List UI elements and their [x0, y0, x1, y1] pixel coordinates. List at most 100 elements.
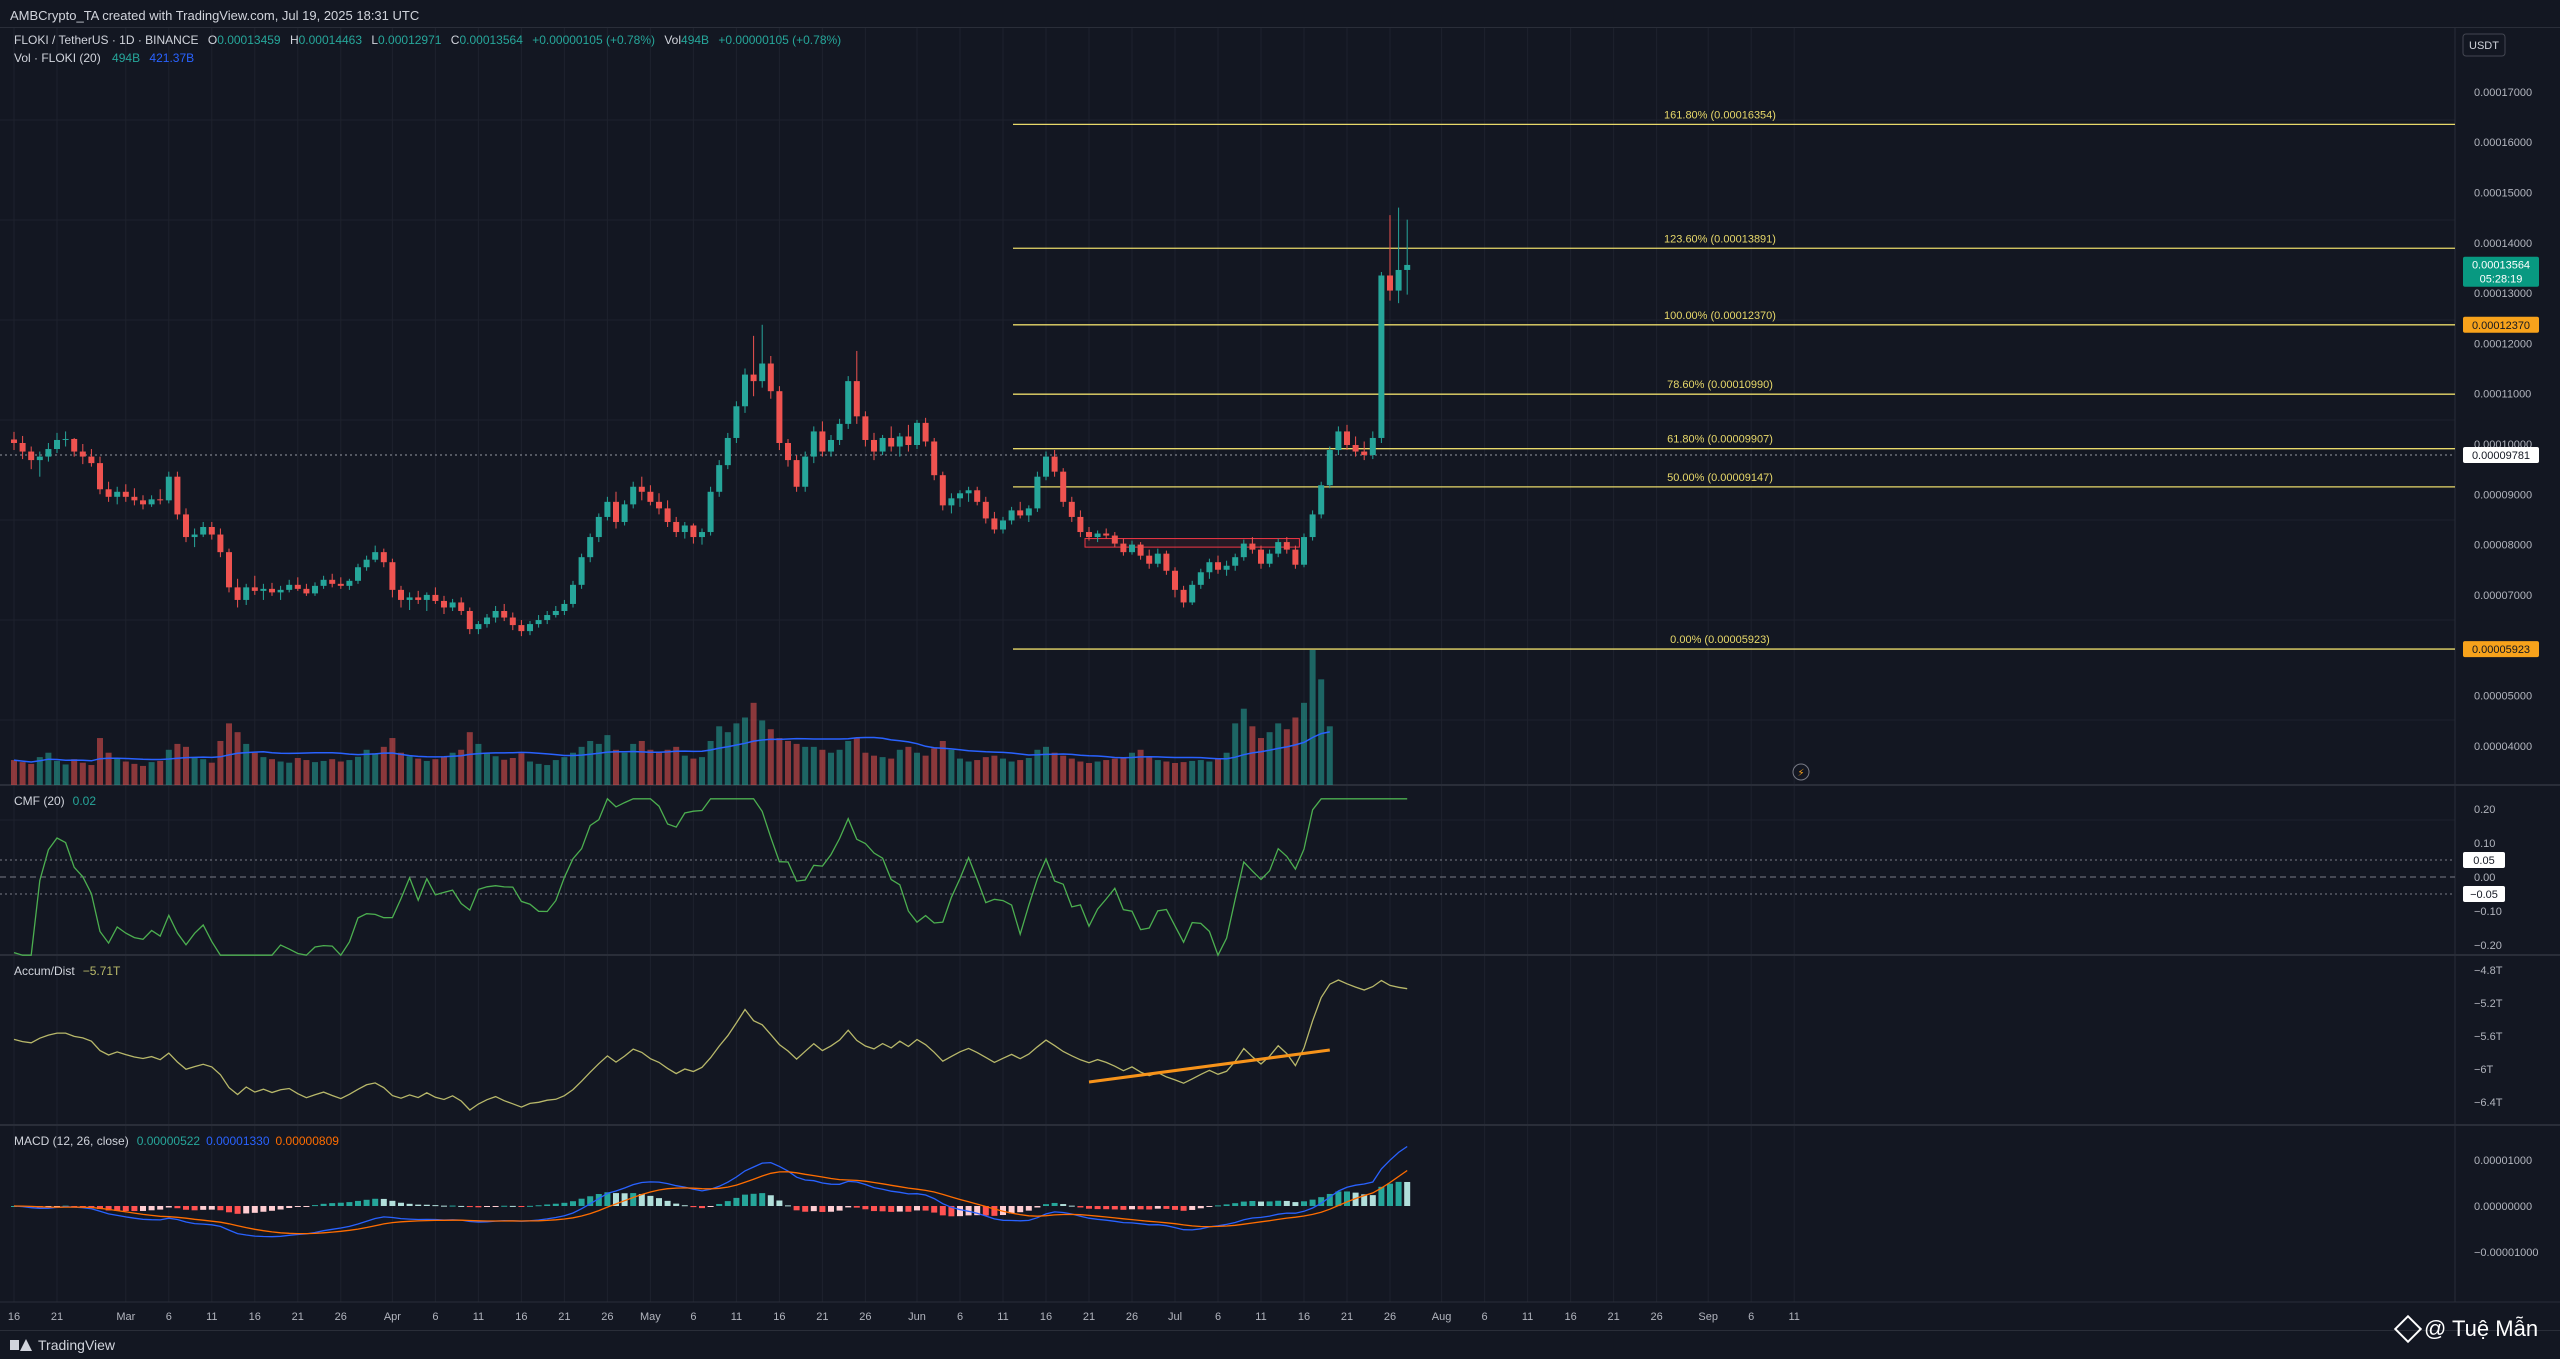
volume-bar	[1309, 650, 1316, 785]
cmf-legend: CMF (20) 0.02	[14, 794, 96, 808]
candle-body	[742, 374, 748, 407]
time-tick: 6	[1215, 1311, 1221, 1323]
price-tick: 0.00004000	[2474, 741, 2532, 753]
candle-body	[1258, 549, 1264, 564]
macd-histogram-bar	[398, 1202, 404, 1206]
ad-tick: −5.2T	[2474, 998, 2503, 1010]
macd-histogram-bar	[475, 1206, 482, 1208]
volume-bar	[484, 752, 490, 785]
volume-bar	[776, 738, 783, 785]
volume-bar	[647, 749, 654, 785]
macd-histogram-bar	[922, 1206, 929, 1211]
volume-bar	[28, 763, 35, 785]
candle-body	[1137, 544, 1144, 556]
macd-histogram-bar	[79, 1206, 86, 1207]
tradingview-logo-text: TradingView	[38, 1337, 116, 1353]
macd-histogram-bar	[251, 1206, 258, 1213]
macd-histogram-bar	[269, 1206, 275, 1211]
macd-histogram-bar	[260, 1206, 267, 1212]
macd-histogram-bar	[191, 1206, 198, 1211]
macd-histogram-bar	[759, 1193, 766, 1206]
macd-histogram-bar	[1378, 1186, 1385, 1206]
svg-text:USDT: USDT	[2469, 40, 2499, 52]
time-tick: Aug	[1432, 1311, 1452, 1323]
macd-histogram-bar	[785, 1205, 791, 1207]
macd-histogram-bar	[1025, 1206, 1032, 1211]
volume-bar	[1103, 760, 1110, 785]
price-axis[interactable]: 0.00017000 0.00016000 0.00015000 0.00014000…	[2474, 87, 2532, 753]
lightning-icon[interactable]: ⚡	[1792, 763, 1810, 781]
macd-histogram-bar	[604, 1192, 611, 1206]
macd-histogram-bar	[226, 1206, 232, 1213]
candle-body	[570, 584, 576, 604]
volume-bar	[810, 746, 817, 785]
volume-bar	[389, 738, 396, 785]
candle-body	[1232, 557, 1239, 566]
macd-histogram-bar	[595, 1193, 602, 1206]
tradingview-logo[interactable]: TradingView	[10, 1337, 115, 1353]
candle-body	[1120, 543, 1127, 553]
ad-title: Accum/Dist	[14, 964, 75, 978]
volume-bar	[260, 757, 267, 785]
volume-bar	[845, 740, 852, 785]
macd-histogram-bar	[312, 1205, 318, 1207]
macd-histogram-bar	[578, 1198, 585, 1206]
fib-retracement[interactable]: 161.80% (0.00016354) 123.60% (0.00013891)…	[0, 109, 2455, 650]
macd-histogram-bar	[974, 1206, 981, 1216]
macd-histogram-bar	[570, 1201, 576, 1206]
time-axis[interactable]: 16 21 Mar 6 11 16 21 26 Apr 6 11 16 21 26 May 6 11 16 21 26…	[8, 1311, 1800, 1323]
macd-histogram-bar	[303, 1206, 310, 1207]
candle-body	[363, 559, 370, 568]
volume-bar	[544, 765, 551, 785]
volume-bar	[165, 749, 172, 785]
time-tick: 16	[1564, 1311, 1576, 1323]
macd-histogram-bar	[1387, 1183, 1393, 1206]
price-tick: 0.00016000	[2474, 137, 2532, 149]
volume-bar	[501, 759, 508, 785]
macd-histogram-bar	[1275, 1200, 1282, 1206]
volume-bar	[604, 735, 611, 785]
volume-bar	[957, 758, 963, 785]
currency-button[interactable]: USDT	[2462, 33, 2506, 57]
macd-histogram-bar	[905, 1206, 912, 1212]
candle-body	[19, 442, 26, 452]
candle-body	[105, 489, 112, 497]
candle-body	[329, 579, 336, 584]
macd-histogram-bar	[509, 1205, 516, 1207]
volume-bar	[1163, 761, 1170, 785]
macd-histogram-bar	[1344, 1191, 1350, 1206]
candle-body	[1068, 501, 1075, 517]
candle-body	[234, 587, 241, 600]
price-badge-value: 0.00005923	[2472, 644, 2530, 656]
macd-histogram-bar	[613, 1193, 619, 1206]
volume-bar	[406, 756, 413, 785]
macd-histogram-bar	[183, 1206, 189, 1210]
volume-bar	[380, 746, 387, 785]
volume-bar	[346, 760, 353, 785]
candle-body	[1292, 549, 1299, 565]
volume-bar	[1034, 749, 1041, 785]
candle-body	[458, 602, 465, 611]
ad-trendline	[1088, 1048, 1330, 1084]
watermark: @ Tuệ Mẫn	[2393, 1314, 2538, 1344]
volume-bar	[45, 752, 52, 785]
chart-canvas[interactable]: FLOKI / TetherUS · 1D · BINANCE O0.00013…	[0, 28, 2560, 1330]
macd-histogram-bar	[664, 1200, 671, 1206]
volume-bar	[853, 738, 860, 785]
candle-body	[1275, 542, 1282, 554]
volume-bar	[1189, 760, 1196, 785]
candle-body	[871, 439, 877, 452]
volume-bar	[982, 757, 989, 785]
candle-body	[269, 588, 275, 593]
volume-bar	[1275, 723, 1282, 785]
main-legend: FLOKI / TetherUS · 1D · BINANCE O0.00013…	[14, 33, 841, 65]
macd-histogram-bar	[621, 1193, 628, 1206]
candle-body	[1103, 533, 1110, 536]
candle-body	[389, 562, 396, 590]
candle-body	[1017, 510, 1024, 516]
candlesticks	[11, 207, 1411, 637]
fib-label: 61.80% (0.00009907)	[1667, 434, 1773, 446]
macd-histogram-bar	[200, 1206, 207, 1210]
cmf-badge-bg	[2463, 886, 2505, 902]
macd-histogram-bar	[208, 1206, 215, 1210]
